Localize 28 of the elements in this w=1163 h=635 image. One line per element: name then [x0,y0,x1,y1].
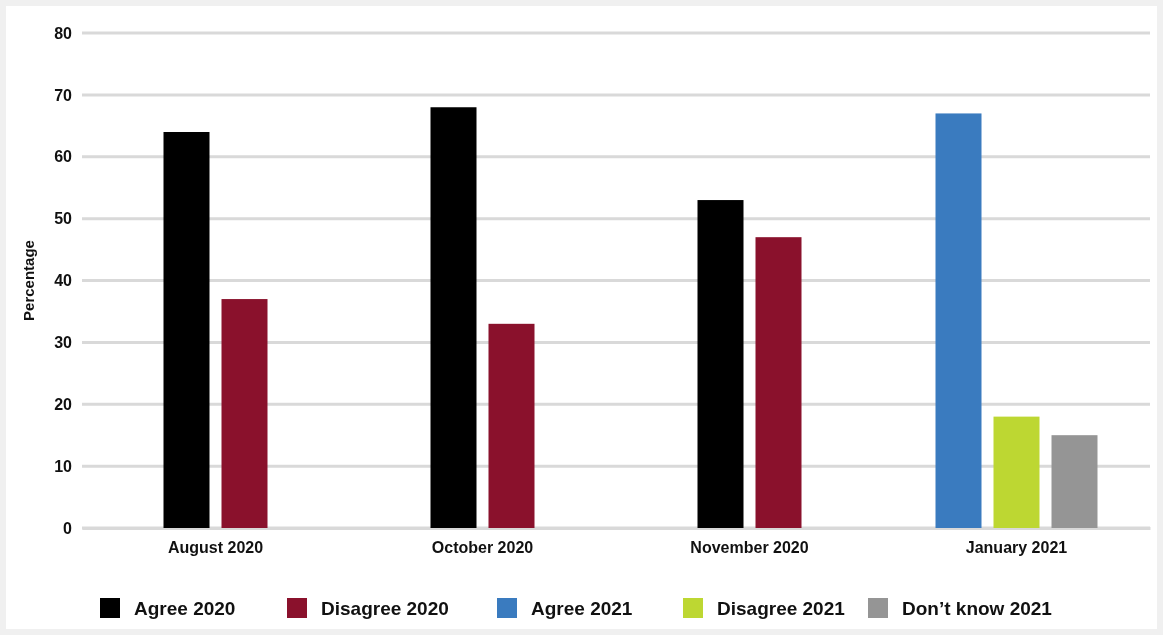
y-axis-title: Percentage [20,240,37,321]
bar [993,416,1040,528]
bar [1051,435,1098,528]
y-tick-label: 50 [54,210,73,228]
legend-label: Disagree 2020 [321,598,449,619]
y-tick-label: 30 [54,333,73,351]
bar [163,132,210,528]
legend-label: Agree 2021 [531,598,633,619]
y-tick-label: 0 [63,519,73,537]
y-tick-label: 60 [54,148,73,166]
x-tick-label: August 2020 [167,539,264,557]
legend-label: Disagree 2021 [717,598,846,619]
y-tick-label: 20 [54,395,73,413]
bar [697,200,744,528]
y-tick-label: 40 [54,272,73,290]
x-tick-label: October 2020 [431,539,534,557]
bar [755,237,802,528]
bar [430,107,477,528]
bar [221,299,268,528]
x-tick-label: January 2021 [965,539,1068,557]
x-tick-label: November 2020 [690,539,809,557]
y-tick-label: 10 [54,457,73,475]
y-tick-label: 70 [54,86,73,104]
legend-label: Agree 2020 [134,598,236,619]
bar [935,113,982,528]
y-tick-label: 80 [54,24,73,42]
legend-label: Don’t know 2021 [902,598,1053,619]
bar [488,323,535,528]
